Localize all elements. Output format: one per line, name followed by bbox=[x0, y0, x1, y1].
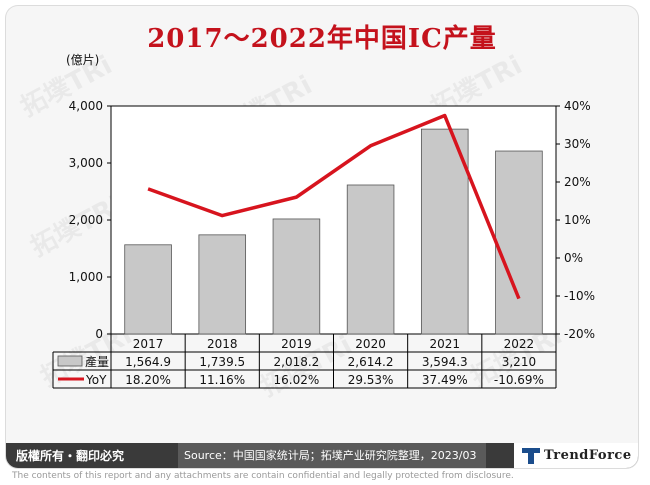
yoy-line bbox=[147, 113, 521, 300]
bar-value-label: 2,018.2 bbox=[274, 355, 320, 369]
bar-2018 bbox=[198, 234, 247, 335]
bar-value-label: 1,739.5 bbox=[199, 355, 245, 369]
plot-area bbox=[110, 105, 557, 335]
y-tick-label: 1,000 bbox=[69, 270, 103, 284]
trendforce-logo-icon bbox=[522, 447, 540, 464]
bar-value-label: 3,594.3 bbox=[422, 355, 468, 369]
x-tick-label: 2017 bbox=[133, 337, 164, 351]
yoy-value-label: 37.49% bbox=[422, 373, 468, 387]
x-tick-label: 2021 bbox=[429, 337, 460, 351]
y2-tick-label: 0% bbox=[564, 251, 583, 265]
yoy-value-label: 18.20% bbox=[125, 373, 171, 387]
y2-tick-label: 10% bbox=[564, 213, 591, 227]
brand-name: TrendForce bbox=[544, 448, 632, 463]
bar-value-label: 2,614.2 bbox=[348, 355, 394, 369]
bar-value-label: 1,564.9 bbox=[125, 355, 171, 369]
legend-bar-label: 產量 bbox=[85, 354, 109, 369]
source-text: Source：中国国家统计局；拓墣产业研究院整理，2023/03 bbox=[178, 443, 487, 468]
yoy-value-label: 11.16% bbox=[199, 373, 245, 387]
copyright-text: 版權所有・翻印必究 bbox=[16, 449, 125, 463]
bar-2020 bbox=[346, 184, 395, 335]
y-tick-label: 2,000 bbox=[69, 213, 103, 227]
yoy-value-label: -10.69% bbox=[494, 373, 544, 387]
disclaimer-text: The contents of this report and any atta… bbox=[12, 471, 514, 481]
bar-2021 bbox=[420, 128, 469, 335]
y2-tick-label: -10% bbox=[564, 289, 595, 303]
bar-2022 bbox=[495, 150, 543, 335]
bar-2017 bbox=[124, 244, 172, 335]
y-tick-label: 3,000 bbox=[69, 156, 103, 170]
x-tick-label: 2019 bbox=[281, 337, 312, 351]
chart-frame: 拓墣TRi 拓墣TRi 拓墣TRi 拓墣TRi 拓墣TRi 拓墣TRi 拓墣TR… bbox=[6, 6, 638, 468]
y2-tick-label: 20% bbox=[564, 175, 591, 189]
bar-value-label: 3,210 bbox=[502, 355, 536, 369]
y-tick-label: 0 bbox=[95, 327, 103, 341]
x-tick-label: 2020 bbox=[355, 337, 386, 351]
x-tick-label: 2022 bbox=[504, 337, 535, 351]
chart: 0 1,000 2,000 3,000 4,000 (億片) -20% -10% 0% 10% 20… bbox=[52, 53, 595, 389]
chart-title: 2017～2022年中国IC产量 bbox=[147, 24, 497, 54]
y-axis-label: (億片) bbox=[66, 53, 99, 67]
yoy-value-label: 16.02% bbox=[274, 373, 320, 387]
y2-tick-label: 30% bbox=[564, 137, 591, 151]
footer: 版權所有・翻印必究 Source：中国国家统计局；拓墣产业研究院整理，2023/… bbox=[6, 443, 638, 468]
y2-tick-label: -20% bbox=[564, 327, 595, 341]
bar-2019 bbox=[272, 218, 321, 335]
y-tick-label: 4,000 bbox=[69, 99, 103, 113]
yoy-value-label: 29.53% bbox=[348, 373, 394, 387]
legend-line-label: YoY bbox=[85, 373, 107, 387]
y2-tick-label: 40% bbox=[564, 99, 591, 113]
brand-logo: TrendForce bbox=[514, 443, 638, 468]
legend-bar-swatch bbox=[57, 355, 83, 367]
x-tick-label: 2018 bbox=[207, 337, 238, 351]
